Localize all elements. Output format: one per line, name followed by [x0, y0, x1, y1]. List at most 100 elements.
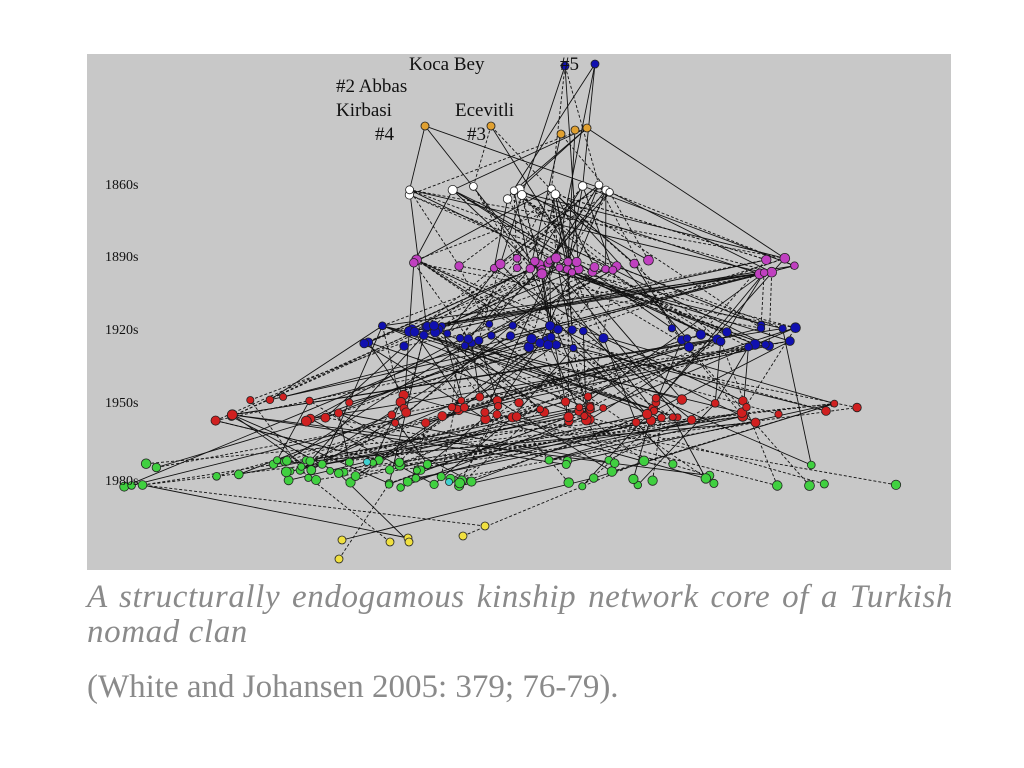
- generation-node: [505, 331, 516, 341]
- label-num4: #4: [375, 124, 394, 145]
- kinship-edge: [490, 125, 556, 195]
- kinship-edge: [299, 400, 462, 471]
- generation-node: [384, 480, 394, 489]
- generation-node: [447, 184, 458, 195]
- generation-node: [378, 321, 387, 331]
- kinship-edge: [464, 345, 541, 410]
- generation-node: [578, 326, 588, 336]
- label-num3: #3: [467, 124, 486, 145]
- kinship-edge: [582, 399, 683, 487]
- generation-node: [643, 254, 654, 266]
- generation-node: [852, 402, 862, 413]
- generation-node: [779, 253, 791, 264]
- generation-node: [279, 392, 288, 401]
- kinship-edge: [462, 460, 645, 537]
- kinship-edge: [520, 194, 543, 270]
- kinship-edge: [452, 189, 543, 275]
- descendant-node: [404, 537, 414, 547]
- generation-node: [806, 460, 816, 470]
- generation-node: [454, 261, 464, 271]
- generation-node: [487, 331, 496, 340]
- generation-node: [466, 476, 477, 487]
- kinship-edge: [608, 402, 716, 461]
- founder-node: [420, 121, 430, 131]
- kinship-edge: [405, 271, 593, 413]
- kinship-edge: [472, 125, 493, 187]
- generation-node: [305, 396, 314, 405]
- generation-node: [819, 479, 829, 489]
- kinship-edge: [415, 411, 743, 479]
- kinship-network-figure: 1860s 1890s 1920s 1950s 1980s Koca Bey #…: [87, 54, 951, 570]
- kinship-edge: [584, 327, 796, 417]
- kinship-edge: [450, 421, 757, 480]
- kinship-edge: [529, 133, 563, 269]
- kinship-edge: [216, 408, 460, 477]
- kinship-edge: [416, 189, 607, 261]
- generation-node: [586, 403, 595, 412]
- generation-node: [761, 340, 770, 349]
- kinship-edge: [513, 189, 785, 259]
- founder-node: [560, 61, 570, 71]
- kinship-edge: [646, 272, 765, 415]
- generation-node: [344, 457, 354, 467]
- generation-node: [785, 336, 795, 346]
- kinship-edge: [478, 263, 502, 341]
- kinship-edge: [276, 400, 310, 461]
- kinship-edge: [555, 193, 721, 342]
- kinship-edge: [605, 189, 772, 273]
- generation-node: [402, 476, 413, 487]
- generation-node: [516, 190, 527, 200]
- kinship-edge: [484, 257, 557, 413]
- generation-node: [550, 189, 561, 200]
- generation-node: [530, 256, 540, 267]
- kinship-edge: [146, 415, 662, 465]
- kinship-edge: [571, 347, 587, 417]
- generation-node: [790, 261, 799, 270]
- generation-node: [480, 407, 490, 417]
- generation-node: [305, 456, 315, 466]
- label-kirbasi: Kirbasi: [336, 100, 392, 121]
- founder-node: [486, 121, 496, 131]
- generation-node: [282, 455, 292, 466]
- generation-node: [127, 481, 136, 490]
- generation-node: [514, 398, 524, 408]
- generation-node: [447, 403, 457, 412]
- generation-node: [226, 409, 238, 421]
- kinship-edge: [521, 65, 566, 196]
- kinship-edge: [539, 342, 570, 418]
- kinship-edge: [350, 408, 541, 483]
- kinship-edge: [414, 267, 495, 333]
- kinship-edge: [350, 409, 460, 483]
- generation-node: [774, 410, 783, 419]
- generation-node: [394, 457, 405, 468]
- kinship-edge: [637, 402, 716, 486]
- kinship-edge: [507, 198, 549, 264]
- kinship-edge: [310, 339, 791, 420]
- generation-node: [455, 333, 465, 343]
- caption-source: (White and Johansen 2005: 379; 76-79).: [87, 669, 619, 705]
- generation-node: [709, 478, 719, 488]
- kinship-edge: [566, 268, 796, 329]
- generation-node: [436, 472, 446, 482]
- kinship-edge: [409, 189, 783, 330]
- generation-node: [606, 466, 618, 477]
- kinship-edge: [324, 416, 568, 462]
- kinship-edge: [425, 333, 702, 424]
- generation-node: [460, 341, 469, 350]
- generation-node: [594, 180, 604, 190]
- generation-node: [475, 392, 485, 402]
- kinship-edge: [521, 194, 760, 275]
- kinship-edge: [447, 273, 543, 334]
- kinship-edge: [286, 407, 541, 473]
- kinship-edge: [461, 414, 498, 481]
- kinship-edge: [587, 337, 688, 397]
- kinship-edge: [409, 125, 427, 190]
- kinship-edge: [581, 185, 614, 271]
- generation-node: [300, 415, 312, 427]
- network-edges: [124, 63, 897, 560]
- kinship-edge: [547, 343, 858, 408]
- kinship-edge: [467, 262, 549, 340]
- generation-node: [546, 332, 556, 342]
- generation-node: [509, 186, 519, 195]
- generation-node: [744, 342, 753, 352]
